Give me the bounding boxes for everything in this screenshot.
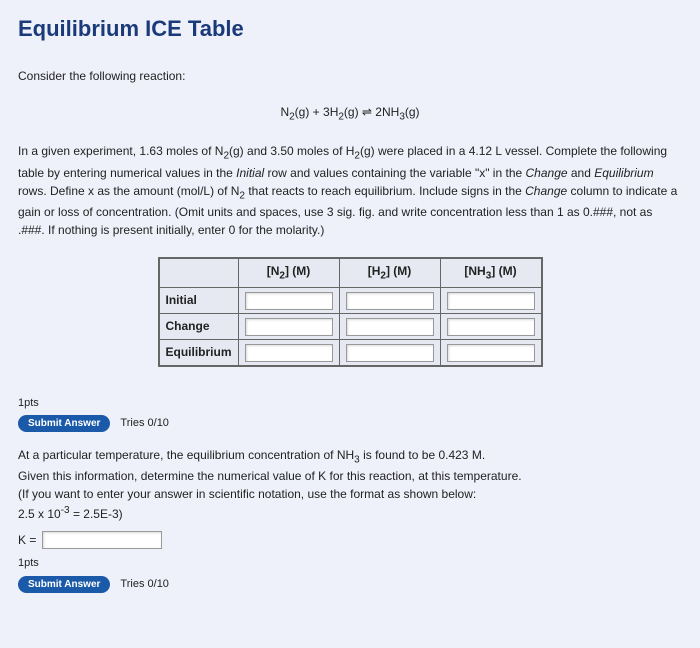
header-blank [159, 258, 239, 287]
intro-text: Consider the following reaction: [18, 67, 682, 85]
n2-initial-input[interactable] [245, 292, 333, 310]
instructions: In a given experiment, 1.63 moles of N2(… [18, 142, 682, 239]
reaction-equation: N2(g) + 3H2(g) ⇌ 2NH3(g) [18, 103, 682, 124]
header-n2: [N2] (M) [238, 258, 339, 287]
nh3-initial-input[interactable] [447, 292, 535, 310]
h2-eq-input[interactable] [346, 344, 434, 362]
row-label-initial: Initial [159, 287, 239, 313]
n2-eq-input[interactable] [245, 344, 333, 362]
header-nh3: [NH3] (M) [440, 258, 542, 287]
h2-change-input[interactable] [346, 318, 434, 336]
q1-submit-button[interactable]: Submit Answer [18, 415, 110, 432]
n2-change-input[interactable] [245, 318, 333, 336]
header-h2: [H2] (M) [339, 258, 440, 287]
ice-table: [N2] (M) [H2] (M) [NH3] (M) Initial Chan… [158, 257, 543, 366]
table-row: Equilibrium [159, 339, 542, 366]
nh3-change-input[interactable] [447, 318, 535, 336]
h2-initial-input[interactable] [346, 292, 434, 310]
q2-tries: Tries 0/10 [120, 576, 169, 593]
table-row: Initial [159, 287, 542, 313]
q2-submit-button[interactable]: Submit Answer [18, 576, 110, 593]
q2-text: At a particular temperature, the equilib… [18, 446, 682, 523]
table-row: Change [159, 313, 542, 339]
k-label: K = [18, 531, 36, 549]
k-input[interactable] [42, 531, 162, 549]
q2-points: 1pts [18, 555, 682, 572]
page-title: Equilibrium ICE Table [18, 12, 682, 45]
row-label-equilibrium: Equilibrium [159, 339, 239, 366]
nh3-eq-input[interactable] [447, 344, 535, 362]
q1-tries: Tries 0/10 [120, 415, 169, 432]
q1-points: 1pts [18, 395, 682, 412]
row-label-change: Change [159, 313, 239, 339]
